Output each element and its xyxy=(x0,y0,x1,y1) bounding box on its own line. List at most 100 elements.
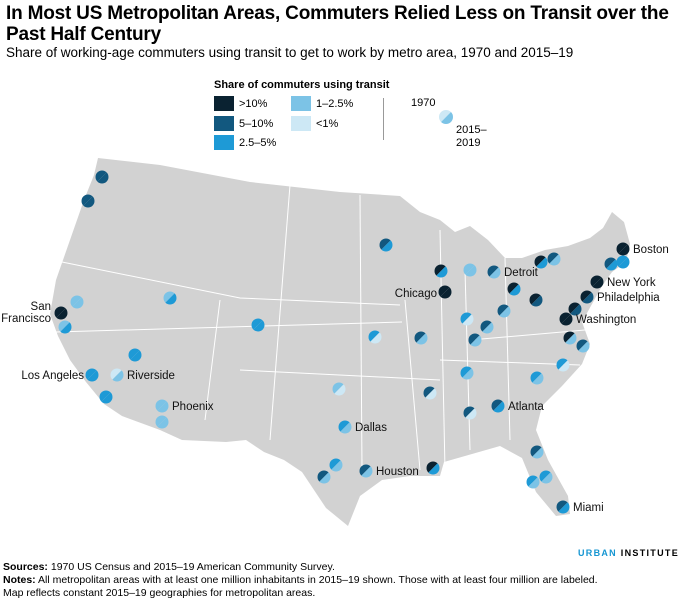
metro-1970-half xyxy=(616,255,628,267)
metro-2015-half xyxy=(370,332,382,344)
metro-2015-half xyxy=(428,463,440,475)
metro-marker xyxy=(463,263,477,277)
metro-marker xyxy=(530,371,544,385)
metro-1970-half xyxy=(547,252,559,264)
metro-marker xyxy=(468,333,482,347)
metro-2015-half xyxy=(578,341,590,353)
metro-marker xyxy=(251,318,265,332)
metro-marker xyxy=(423,386,437,400)
metro-1970-half xyxy=(414,331,426,343)
legend-label: 1–2.5% xyxy=(316,97,354,110)
brand-logo: URBAN INSTITUTE xyxy=(578,548,679,558)
metro-2015-half xyxy=(436,266,448,278)
legend-label: 5–10% xyxy=(239,117,274,130)
metro-1970-half xyxy=(559,312,571,324)
metro-1970-half xyxy=(434,264,446,276)
metro-label: San Francisco xyxy=(1,301,51,325)
metro-1970-half xyxy=(529,293,541,305)
metro-2015-half xyxy=(528,477,540,489)
legend-label: 2.5–5% xyxy=(239,136,277,149)
metro-marker xyxy=(70,295,84,309)
metro-1970-half xyxy=(438,285,450,297)
metro-marker xyxy=(317,470,331,484)
legend-marker-2015-line2: 2019 xyxy=(456,137,481,149)
metro-marker xyxy=(491,399,505,413)
metro-1970-half xyxy=(423,386,435,398)
metro-label: Philadelphia xyxy=(597,292,660,304)
metro-marker xyxy=(568,302,582,316)
metro-1970-half xyxy=(468,333,480,345)
metro-marker xyxy=(497,304,511,318)
metro-marker xyxy=(526,475,540,489)
sources-label: Sources: xyxy=(3,561,48,573)
brand-urban: URBAN xyxy=(577,548,617,558)
metro-1970-half xyxy=(507,282,519,294)
metro-2015-half xyxy=(493,401,505,413)
metro-1970-half xyxy=(463,406,475,418)
metro-2015-half xyxy=(361,466,373,478)
metro-2015-half xyxy=(532,447,544,459)
metro-marker xyxy=(547,252,561,266)
metro-1970-half xyxy=(85,368,97,380)
metro-2015-half xyxy=(441,112,453,124)
metro-2015-half xyxy=(618,244,630,256)
metro-2015-half xyxy=(72,297,84,309)
metro-1970-half xyxy=(576,339,588,351)
legend-item-lt1: <1% xyxy=(291,116,338,131)
metro-1970-half xyxy=(128,348,140,360)
metro-1970-half xyxy=(539,470,551,482)
metro-2015-half xyxy=(462,368,474,380)
legend-divider xyxy=(383,98,384,140)
metro-2015-half xyxy=(112,370,124,382)
metro-label: Dallas xyxy=(355,422,387,434)
metro-marker xyxy=(480,320,494,334)
metro-2015-half xyxy=(165,293,177,305)
metro-marker xyxy=(616,255,630,269)
metro-2015-half xyxy=(561,314,573,326)
metro-marker xyxy=(434,264,448,278)
metro-1970-half xyxy=(332,382,344,394)
metro-marker xyxy=(487,265,501,279)
metro-marker xyxy=(163,291,177,305)
metro-label: Washington xyxy=(576,314,636,326)
metro-2015-half xyxy=(60,322,72,334)
metro-1970-half xyxy=(95,170,107,182)
metro-2015-half xyxy=(416,333,428,345)
legend-split-marker xyxy=(439,110,453,124)
metro-marker xyxy=(359,464,373,478)
metro-label: Phoenix xyxy=(172,401,214,413)
metro-1970-half xyxy=(616,242,628,254)
legend-item-5-10: 5–10% xyxy=(214,116,273,131)
metro-2015-half xyxy=(83,196,95,208)
legend-item-2-5-5: 2.5–5% xyxy=(214,135,276,150)
metro-marker xyxy=(534,255,548,269)
metro-label: Boston xyxy=(633,244,669,256)
metro-2015-half xyxy=(549,254,561,266)
metro-marker xyxy=(576,339,590,353)
metro-1970-half xyxy=(317,470,329,482)
metro-2015-half xyxy=(440,287,452,299)
metro-2015-half xyxy=(618,257,630,269)
legend-title: Share of commuters using transit xyxy=(214,79,390,91)
metro-marker xyxy=(155,399,169,413)
metro-2015-half xyxy=(489,267,501,279)
metro-1970-half xyxy=(491,399,503,411)
metro-2015-half xyxy=(582,292,594,304)
metro-2015-half xyxy=(425,388,437,400)
metro-marker xyxy=(110,368,124,382)
metro-2015-half xyxy=(565,333,577,345)
metro-1970-half xyxy=(534,255,546,267)
metro-marker xyxy=(85,368,99,382)
legend-marker-1970-label: 1970 xyxy=(411,97,436,109)
metro-2015-half xyxy=(499,306,511,318)
metro-label: Los Angeles xyxy=(21,370,84,382)
metro-1970-half xyxy=(556,500,568,512)
notes-text: All metropolitan areas with at least one… xyxy=(3,574,598,599)
metro-marker xyxy=(414,331,428,345)
metro-label: Atlanta xyxy=(508,401,544,413)
metro-1970-half xyxy=(81,194,93,206)
metro-1970-half xyxy=(368,330,380,342)
metro-1970-half xyxy=(163,291,175,303)
us-land xyxy=(50,158,630,526)
